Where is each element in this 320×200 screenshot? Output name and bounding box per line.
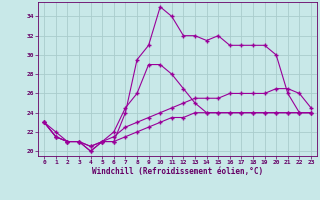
X-axis label: Windchill (Refroidissement éolien,°C): Windchill (Refroidissement éolien,°C) (92, 167, 263, 176)
